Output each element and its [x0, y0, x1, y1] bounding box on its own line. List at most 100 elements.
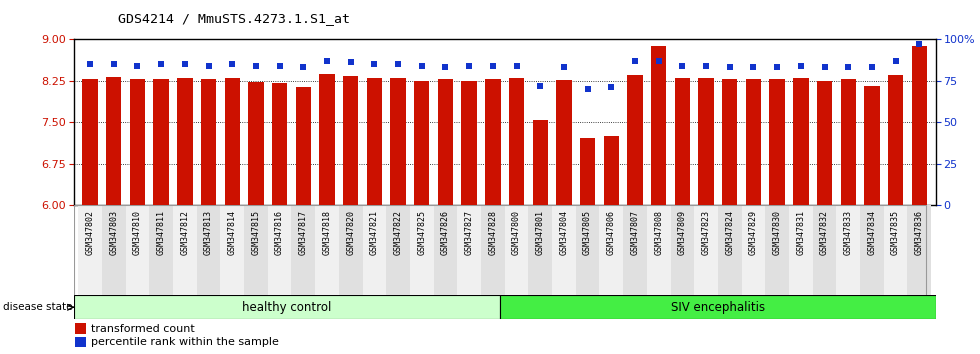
Text: GSM347817: GSM347817 — [299, 210, 308, 255]
Text: GSM347825: GSM347825 — [417, 210, 426, 255]
Bar — [509, 78, 524, 205]
Bar — [911, 46, 927, 205]
Bar — [718, 205, 742, 296]
Text: GSM347834: GSM347834 — [867, 210, 876, 255]
Text: GSM347810: GSM347810 — [133, 210, 142, 255]
Bar — [841, 79, 856, 205]
Point — [319, 58, 335, 63]
Text: GSM347822: GSM347822 — [394, 210, 403, 255]
Point — [888, 58, 904, 63]
Bar — [532, 120, 548, 205]
Text: GSM347824: GSM347824 — [725, 210, 734, 255]
Text: GSM347806: GSM347806 — [607, 210, 615, 255]
Point — [864, 64, 880, 70]
Text: GSM347829: GSM347829 — [749, 210, 758, 255]
Point — [201, 63, 217, 68]
Point — [414, 63, 429, 68]
Bar — [125, 205, 149, 296]
Bar — [817, 81, 832, 205]
Bar — [836, 205, 860, 296]
Bar — [623, 205, 647, 296]
Point — [604, 84, 619, 90]
Bar — [415, 81, 429, 205]
Point — [153, 61, 169, 67]
Bar — [291, 205, 316, 296]
Bar — [224, 78, 240, 205]
Point — [532, 83, 548, 88]
Bar — [339, 205, 363, 296]
Bar — [528, 205, 552, 296]
Text: GSM347818: GSM347818 — [322, 210, 331, 255]
Text: GSM347807: GSM347807 — [630, 210, 640, 255]
Point — [438, 64, 454, 70]
Bar — [604, 136, 619, 205]
Bar — [888, 75, 904, 205]
Bar — [647, 205, 670, 296]
Bar — [173, 205, 197, 296]
Bar — [197, 205, 220, 296]
Text: GSM347820: GSM347820 — [346, 210, 355, 255]
Bar — [576, 205, 600, 296]
Text: GSM347809: GSM347809 — [678, 210, 687, 255]
Bar — [390, 78, 406, 205]
Text: GSM347835: GSM347835 — [891, 210, 900, 255]
Point — [816, 64, 832, 70]
Text: GSM347804: GSM347804 — [560, 210, 568, 255]
Bar — [746, 79, 761, 205]
Text: GSM347836: GSM347836 — [914, 210, 924, 255]
Bar — [670, 205, 694, 296]
Text: transformed count: transformed count — [91, 324, 194, 334]
Text: GSM347800: GSM347800 — [512, 210, 521, 255]
Point — [556, 64, 571, 70]
Bar — [699, 78, 713, 205]
Bar — [319, 74, 335, 205]
Bar — [485, 79, 501, 205]
Bar — [74, 295, 500, 319]
Bar — [505, 205, 528, 296]
Bar — [75, 324, 86, 334]
Text: GSM347808: GSM347808 — [655, 210, 663, 255]
Bar — [769, 79, 785, 205]
Text: SIV encephalitis: SIV encephalitis — [671, 301, 765, 314]
Point — [390, 61, 406, 67]
Text: GSM347815: GSM347815 — [252, 210, 261, 255]
Text: GSM347821: GSM347821 — [369, 210, 379, 255]
Point — [793, 63, 808, 68]
Point — [580, 86, 596, 92]
Bar — [789, 205, 812, 296]
Bar — [552, 205, 576, 296]
Text: GSM347814: GSM347814 — [227, 210, 237, 255]
Text: GSM347801: GSM347801 — [536, 210, 545, 255]
Bar — [296, 87, 311, 205]
Bar — [82, 79, 98, 205]
Bar — [462, 81, 477, 205]
Bar — [244, 205, 268, 296]
Point — [224, 61, 240, 67]
Point — [674, 63, 690, 68]
Bar — [201, 79, 217, 205]
Point — [296, 64, 312, 70]
Text: GSM347828: GSM347828 — [488, 210, 498, 255]
Text: GSM347813: GSM347813 — [204, 210, 213, 255]
Bar — [600, 205, 623, 296]
Bar — [860, 205, 884, 296]
Bar — [386, 205, 410, 296]
Bar — [557, 80, 571, 205]
Point — [129, 63, 145, 68]
Bar — [268, 205, 291, 296]
Bar — [907, 205, 931, 296]
Bar — [651, 46, 666, 205]
Bar — [627, 75, 643, 205]
Text: GSM347812: GSM347812 — [180, 210, 189, 255]
Bar — [433, 205, 458, 296]
Bar — [129, 79, 145, 205]
Point — [722, 64, 738, 70]
Bar — [674, 78, 690, 205]
Bar — [149, 205, 173, 296]
Point — [509, 63, 524, 68]
Text: GSM347823: GSM347823 — [702, 210, 710, 255]
Bar — [438, 79, 453, 205]
Bar — [343, 76, 359, 205]
Bar — [742, 205, 765, 296]
Bar — [864, 86, 880, 205]
